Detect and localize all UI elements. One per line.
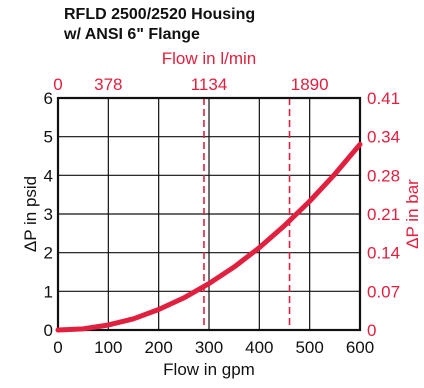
x2-tick-label: 378 xyxy=(94,75,122,94)
y-tick-label: 4 xyxy=(44,166,53,185)
y2-tick-label: 0.28 xyxy=(367,166,400,185)
x-axis-label: Flow in gpm xyxy=(163,360,255,379)
series-line xyxy=(55,141,363,333)
y-axis-label: ΔP in psid xyxy=(21,176,40,252)
y-tick-label: 6 xyxy=(44,89,53,108)
x-tick-label: 500 xyxy=(295,338,323,357)
chart-title-line-1: RFLD 2500/2520 Housing xyxy=(64,6,256,23)
y2-tick-label: 0.14 xyxy=(367,244,400,263)
plot-frame xyxy=(56,96,362,332)
y2-tick-label: 0.07 xyxy=(367,282,400,301)
y-tick-label: 0 xyxy=(44,321,53,340)
y2-tick-label: 0.21 xyxy=(367,205,400,224)
y-tick-label: 3 xyxy=(44,205,53,224)
x-tick-label: 300 xyxy=(195,338,223,357)
x2-axis-label: Flow in l/min xyxy=(162,49,256,68)
y2-tick-label: 0 xyxy=(367,321,376,340)
x-tick-label: 0 xyxy=(53,338,62,357)
y2-tick-label: 0.34 xyxy=(367,128,400,147)
x-tick-label: 600 xyxy=(346,338,374,357)
y-tick-label: 1 xyxy=(44,282,53,301)
y2-tick-label: 0.41 xyxy=(367,89,400,108)
x2-tick-label: 1134 xyxy=(191,75,228,94)
y-tick-label: 2 xyxy=(44,244,53,263)
chart-title-line-2: w/ ANSI 6" Flange xyxy=(64,26,200,43)
x2-tick-label: 1890 xyxy=(291,75,329,94)
y-tick-label: 5 xyxy=(44,128,53,147)
y2-axis-label: ΔP in bar xyxy=(403,179,422,249)
x-tick-label: 200 xyxy=(144,338,172,357)
x2-tick-label: 0 xyxy=(53,75,62,94)
x-tick-label: 100 xyxy=(94,338,122,357)
x-tick-label: 400 xyxy=(245,338,273,357)
